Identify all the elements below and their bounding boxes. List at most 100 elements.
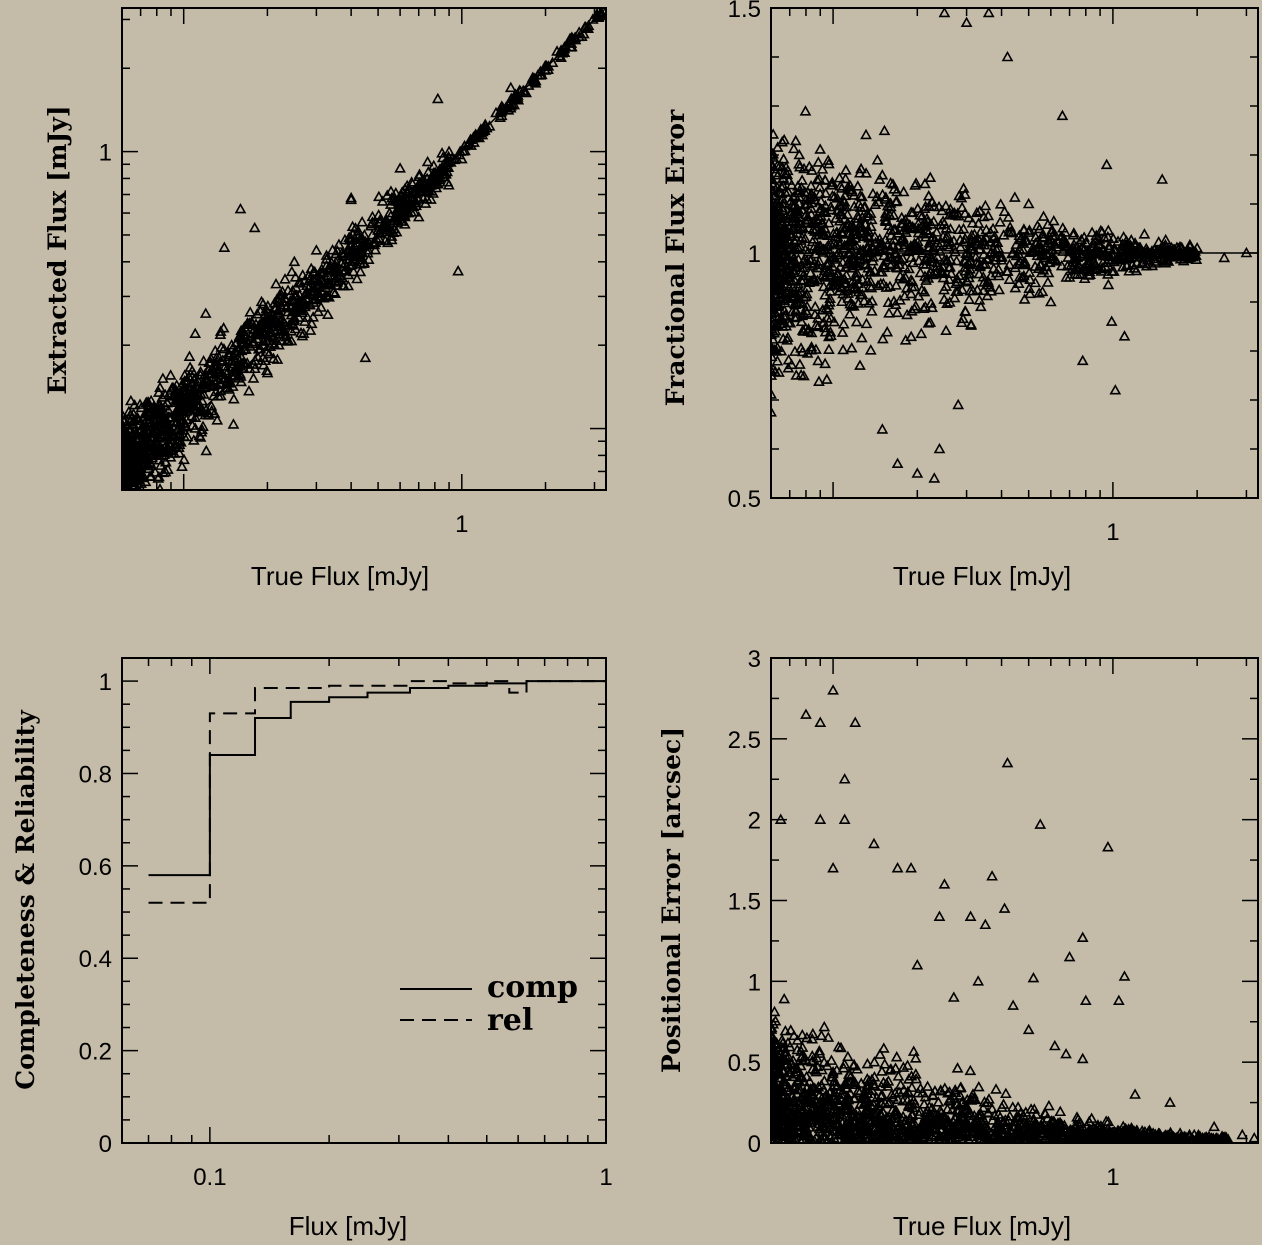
- p2-cloud-point: [908, 280, 921, 292]
- p1-cloud-point: [143, 409, 156, 420]
- p1-cloud-point: [271, 353, 284, 364]
- p1-cloud-point: [237, 362, 250, 374]
- p1-data-point: [339, 233, 351, 245]
- p4-cloud-point: [796, 1028, 809, 1040]
- p2-cloud-point: [1121, 259, 1134, 270]
- p4-cloud-point: [788, 1061, 801, 1073]
- p2-cloud-point: [956, 283, 969, 295]
- p4-cloud-point: [894, 1078, 907, 1090]
- p2-data-point: [876, 423, 889, 434]
- p4-cloud-point: [972, 1080, 985, 1092]
- p2-cloud-point: [984, 226, 997, 237]
- p2-cloud-point: [802, 245, 815, 257]
- p4-cloud-point: [958, 1134, 968, 1143]
- p4-cloud-point: [1038, 1107, 1051, 1118]
- p2-cloud-point: [852, 277, 865, 289]
- p1-cloud-point: [304, 324, 317, 335]
- p2-cloud-point: [1049, 229, 1062, 240]
- p4-cloud-point: [771, 1032, 779, 1043]
- p4-cloud-point: [861, 1057, 874, 1069]
- p2-cloud-point: [945, 267, 958, 278]
- p2-cloud-point: [1159, 233, 1172, 245]
- p4-cloud-point: [822, 1031, 835, 1042]
- p4-cloud-point: [982, 1106, 994, 1117]
- p2-cloud-point: [900, 282, 913, 293]
- p1-cloud-point: [164, 369, 177, 380]
- p4-cloud-point: [1003, 1110, 1016, 1121]
- p2-cloud-point: [1036, 285, 1049, 297]
- p2-x-axis-title: True Flux [mJy]: [893, 561, 1071, 591]
- p1-cloud-point: [459, 144, 471, 156]
- p1-cloud-point: [274, 296, 286, 307]
- p2-cloud-point: [829, 253, 842, 264]
- p2-cloud-point: [823, 296, 836, 307]
- p2-cloud-point: [819, 187, 832, 198]
- p2-cloud-point: [897, 185, 910, 197]
- p1-cloud-point: [176, 377, 189, 388]
- p2-cloud-point: [771, 141, 784, 152]
- p2-cloud-point: [777, 179, 790, 191]
- p1-cloud-point: [285, 325, 298, 336]
- p1-cloud-point: [405, 176, 418, 187]
- p2-cloud-point: [908, 240, 921, 252]
- p1-cloud-point: [254, 342, 267, 354]
- p4-cloud-point: [868, 1056, 881, 1067]
- p4-cloud-point: [1035, 1119, 1048, 1131]
- p1-cloud-point: [412, 192, 425, 204]
- p2-cloud-point: [1046, 223, 1059, 235]
- p2-cloud-point: [809, 300, 822, 312]
- p1-cloud-point: [326, 244, 339, 255]
- p2-cloud-point: [959, 207, 971, 218]
- p2-cloud-point: [974, 226, 987, 237]
- p1-cloud-point: [307, 311, 320, 322]
- p2-cloud-point: [896, 252, 909, 264]
- p2-cloud-point: [931, 265, 943, 276]
- p2-cloud-point: [823, 343, 835, 354]
- p1-cloud-point: [380, 225, 393, 237]
- p1-cloud-point: [445, 152, 458, 163]
- p4-cloud-point: [1085, 1112, 1098, 1123]
- p4-cloud-point: [842, 1076, 854, 1088]
- p1-cloud-point: [243, 317, 256, 328]
- p4-cloud-point: [830, 1118, 842, 1130]
- p2-cloud-point: [1010, 249, 1023, 261]
- p2-cloud-point: [962, 211, 975, 223]
- p1-cloud-point: [163, 386, 176, 398]
- p2-cloud-point: [823, 216, 835, 228]
- p2-cloud-point: [843, 239, 856, 251]
- p2-cloud-point: [824, 200, 837, 212]
- p2-cloud-point: [925, 297, 937, 308]
- p1-cloud-point: [582, 19, 595, 31]
- p2-data-point: [1109, 384, 1122, 395]
- p3-y-tick-label: 0.6: [79, 854, 112, 881]
- p2-cloud-point: [987, 232, 1000, 243]
- p1-cloud-point: [155, 428, 168, 440]
- p2-cloud-point: [885, 257, 898, 269]
- p2-cloud-point: [771, 343, 781, 355]
- p1-cloud-point: [358, 229, 371, 240]
- p2-data-point: [1022, 197, 1035, 209]
- p4-cloud-point: [771, 1028, 778, 1039]
- p1-cloud-point: [555, 51, 567, 62]
- p2-cloud-point: [801, 197, 814, 209]
- p2-cloud-point: [1112, 235, 1124, 246]
- p2-cloud-point: [1086, 240, 1099, 252]
- p1-cloud-point: [442, 179, 455, 190]
- p2-cloud-point: [771, 307, 777, 318]
- p2-cloud-point: [919, 270, 931, 281]
- p2-cloud-point: [878, 259, 890, 270]
- p2-cloud-point: [966, 217, 979, 228]
- p4-cloud-point: [1202, 1134, 1212, 1143]
- p4-cloud-point: [908, 1117, 921, 1128]
- p1-cloud-point: [354, 258, 367, 269]
- p2-cloud-point: [817, 246, 829, 257]
- p2-cloud-point: [997, 229, 1010, 240]
- p2-cloud-point: [821, 256, 834, 267]
- p1-cloud-point: [235, 375, 248, 387]
- p2-cloud-point: [893, 258, 905, 270]
- p4-cloud-point: [1049, 1131, 1062, 1143]
- p4-cloud-point: [983, 1093, 995, 1104]
- p1-cloud-point: [263, 334, 275, 346]
- p4-cloud-point: [812, 1099, 824, 1110]
- p3-y-tick-label: 0: [99, 1131, 112, 1158]
